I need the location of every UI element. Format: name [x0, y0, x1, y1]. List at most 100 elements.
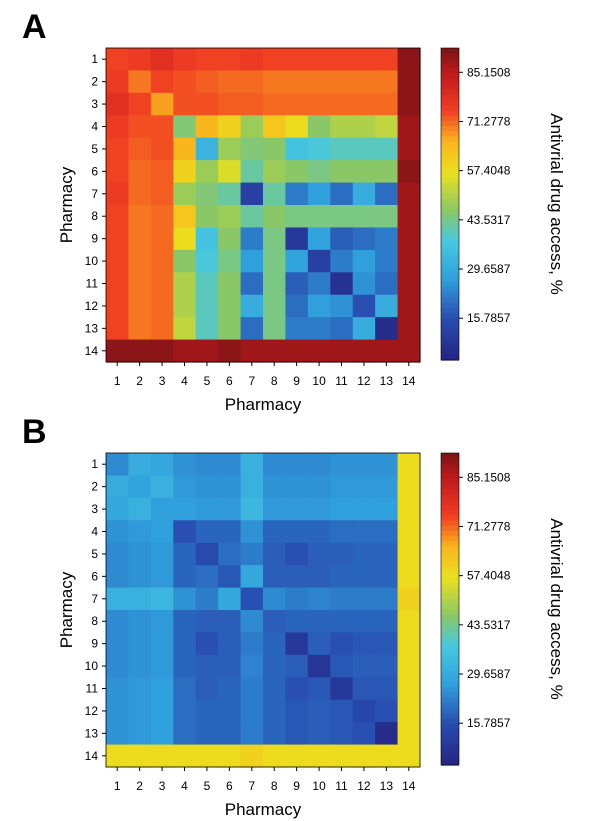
heatmap-cell: [263, 744, 287, 768]
heatmap-cell: [307, 542, 331, 566]
heatmap-cell: [263, 453, 287, 477]
heatmap-cell: [128, 722, 152, 746]
colorbar-segment: [441, 334, 459, 340]
heatmap-cell: [263, 722, 287, 746]
heatmap-cell: [397, 677, 421, 701]
heatmap-cell: [128, 317, 152, 341]
heatmap-cell: [173, 744, 197, 768]
heatmap-cell: [285, 70, 309, 94]
heatmap-cell: [106, 70, 130, 94]
colorbar-segment: [441, 681, 459, 688]
heatmap-cell: [352, 48, 376, 72]
heatmap-cell: [240, 542, 264, 566]
heatmap-cell: [263, 70, 287, 94]
heatmap-cell: [307, 160, 331, 184]
heatmap-cell: [106, 520, 130, 544]
heatmap-cell: [218, 160, 242, 184]
heatmap-cell: [150, 744, 174, 768]
colorbar-segment: [441, 183, 459, 189]
heatmap-cell: [240, 587, 264, 611]
heatmap-cell: [150, 497, 174, 521]
heatmap-cell: [263, 497, 287, 521]
heatmap-cell: [375, 92, 399, 116]
heatmap-cell: [128, 249, 152, 273]
heatmap-cell: [330, 677, 354, 701]
colorbar-segment: [441, 515, 459, 522]
heatmap-cell: [150, 654, 174, 678]
colorbar-segment: [441, 505, 459, 511]
colorbar-segment: [441, 468, 459, 475]
heatmap-cell: [218, 587, 242, 611]
heatmap-cell: [375, 744, 399, 768]
colorbar-segment: [441, 713, 459, 719]
heatmap-cell: [397, 249, 421, 273]
colorbar-segment: [441, 759, 459, 766]
heatmap-cell: [218, 205, 242, 229]
heatmap-cell: [352, 92, 376, 116]
heatmap-cell: [240, 744, 264, 768]
heatmap-cell: [173, 565, 197, 589]
heatmap-cell: [285, 249, 309, 273]
heatmap-cell: [375, 610, 399, 634]
heatmap-cell: [195, 317, 219, 341]
heatmap-cell: [263, 160, 287, 184]
colorbar-tick-label: 43.5317: [467, 213, 511, 227]
heatmap-cell: [150, 677, 174, 701]
colorbar-segment: [441, 557, 459, 563]
heatmap-cell: [218, 70, 242, 94]
y-tick-label: 6: [91, 164, 98, 178]
heatmap-cell: [195, 632, 219, 656]
y-axis-label: Pharmacy: [57, 166, 76, 243]
colorbar-tick-label: 29.6587: [467, 667, 511, 681]
heatmap-cell: [106, 632, 130, 656]
colorbar-segment: [441, 702, 459, 709]
heatmap-cell: [195, 205, 219, 229]
colorbar-segment: [441, 162, 459, 169]
heatmap-cell: [128, 182, 152, 206]
heatmap-cell: [218, 317, 242, 341]
heatmap-cell: [375, 542, 399, 566]
heatmap-cell: [173, 160, 197, 184]
heatmap-cell: [352, 205, 376, 229]
heatmap-cell: [307, 475, 331, 499]
heatmap-cell: [240, 654, 264, 678]
heatmap-cell: [173, 115, 197, 139]
heatmap-cell: [397, 699, 421, 723]
heatmap-cell: [218, 565, 242, 589]
heatmap-cell: [330, 722, 354, 746]
x-tick-label: 10: [312, 374, 326, 388]
heatmap-cell: [173, 339, 197, 363]
y-tick-label: 14: [85, 344, 99, 358]
heatmap-cell: [240, 565, 264, 589]
heatmap-cell: [397, 92, 421, 116]
heatmap-cell: [307, 137, 331, 161]
heatmap-cell: [128, 542, 152, 566]
heatmap-cell: [330, 339, 354, 363]
x-tick-label: 3: [159, 779, 166, 793]
heatmap-cell: [218, 610, 242, 634]
x-axis-label: Pharmacy: [225, 395, 302, 414]
heatmap-cell: [330, 70, 354, 94]
heatmap-cell: [173, 182, 197, 206]
colorbar-segment: [441, 484, 459, 490]
colorbar-segment: [441, 739, 459, 745]
colorbar-segment: [441, 614, 459, 620]
heatmap-cell: [285, 48, 309, 72]
x-tick-label: 2: [136, 779, 143, 793]
x-tick-label: 4: [181, 779, 188, 793]
colorbar-segment: [441, 204, 459, 210]
heatmap-cell: [307, 249, 331, 273]
y-tick-label: 4: [91, 525, 98, 539]
heatmap-cell: [263, 610, 287, 634]
heatmap-cell: [128, 610, 152, 634]
heatmap-cell: [195, 587, 219, 611]
heatmap-cell: [375, 677, 399, 701]
heatmap-cell: [106, 227, 130, 251]
heatmap-cell: [397, 205, 421, 229]
y-tick-label: 3: [91, 97, 98, 111]
heatmap-cell: [397, 137, 421, 161]
colorbar-segment: [441, 676, 459, 683]
heatmap-cell: [195, 565, 219, 589]
y-tick-label: 1: [91, 52, 98, 66]
colorbar-label: Antivrial drug access, %: [547, 518, 566, 699]
